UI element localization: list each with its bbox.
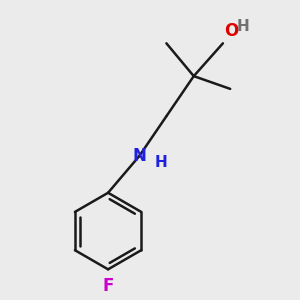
Text: H: H (237, 19, 250, 34)
Text: N: N (132, 147, 146, 165)
Text: H: H (154, 155, 167, 170)
Text: F: F (102, 278, 114, 296)
Text: O: O (224, 22, 238, 40)
